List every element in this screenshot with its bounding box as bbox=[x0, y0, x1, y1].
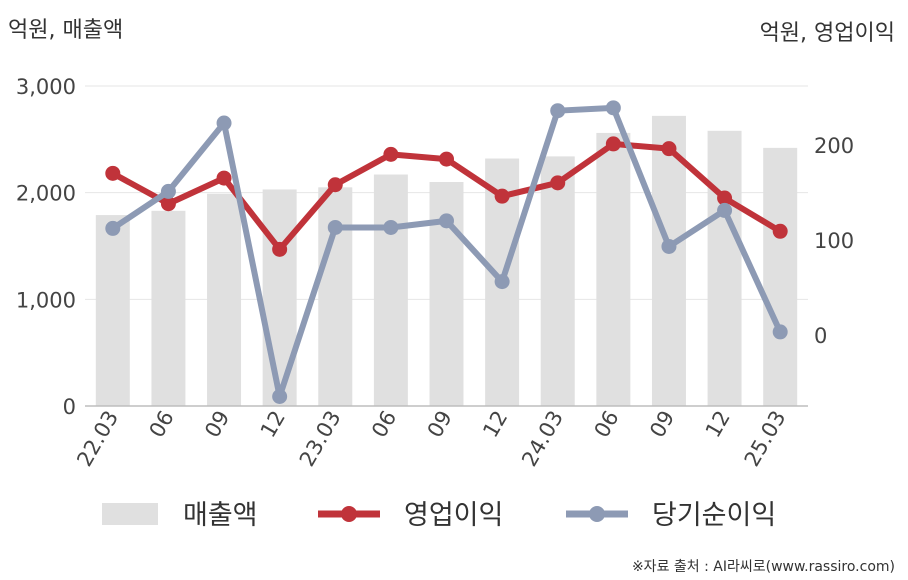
net-income-point bbox=[327, 219, 343, 235]
operating-profit-point bbox=[494, 188, 510, 204]
operating-profit-point bbox=[717, 190, 733, 206]
left-axis-unit-label: 억원, 매출액 bbox=[8, 18, 123, 43]
operating-profit-point bbox=[216, 170, 232, 186]
legend-label-net-income: 당기순이익 bbox=[652, 500, 776, 531]
operating-profit-point bbox=[661, 141, 677, 157]
left-tick-label: 1,000 bbox=[16, 288, 76, 312]
x-tick-label: 25.03 bbox=[740, 407, 791, 471]
right-tick-label: 100 bbox=[814, 229, 854, 253]
left-tick-label: 0 bbox=[63, 395, 76, 419]
net-income-point bbox=[216, 115, 232, 131]
revenue-bar bbox=[373, 174, 408, 406]
x-tick-label: 22.03 bbox=[72, 407, 123, 471]
x-tick-label: 24.03 bbox=[517, 407, 568, 471]
revenue-bar bbox=[540, 156, 575, 406]
net-income-point bbox=[494, 274, 510, 290]
source-credit: ※자료 출처 : AI라씨로(www.rassiro.com) bbox=[632, 559, 895, 575]
legend-swatch-operating-profit-marker bbox=[341, 506, 357, 522]
net-income-point bbox=[160, 183, 176, 199]
x-tick-label: 06 bbox=[367, 407, 401, 442]
left-tick-label: 2,000 bbox=[16, 182, 76, 206]
x-tick-label: 06 bbox=[145, 407, 179, 442]
revenue-bars bbox=[95, 115, 798, 407]
net-income-point bbox=[605, 100, 621, 116]
x-tick-label: 12 bbox=[256, 407, 290, 442]
legend-swatch-revenue bbox=[102, 503, 158, 525]
operating-profit-point bbox=[383, 146, 399, 162]
right-tick-label: 200 bbox=[814, 134, 854, 158]
net-income-point bbox=[383, 219, 399, 235]
operating-profit-point bbox=[550, 175, 566, 191]
net-income-point bbox=[661, 238, 677, 254]
operating-profit-point bbox=[439, 151, 454, 167]
right-axis-unit-label: 억원, 영업이익 bbox=[760, 21, 895, 46]
net-income-point bbox=[717, 202, 733, 218]
operating-profit-point bbox=[605, 136, 621, 152]
left-axis-ticks: 0 1,000 2,000 3,000 bbox=[16, 75, 76, 419]
revenue-bar bbox=[151, 210, 186, 406]
line-series bbox=[105, 100, 788, 405]
x-axis-ticks: 22.03 06 09 12 23.03 06 09 12 24.03 06 09 12 25.03 bbox=[72, 406, 790, 470]
right-axis-ticks: 0 100 200 bbox=[814, 134, 854, 348]
legend-label-revenue: 매출액 bbox=[183, 500, 258, 531]
net-income-point bbox=[105, 220, 121, 236]
x-tick-label: 09 bbox=[645, 407, 679, 442]
revenue-bar bbox=[763, 147, 798, 406]
net-income-point bbox=[439, 213, 454, 229]
x-tick-label: 09 bbox=[200, 407, 234, 442]
revenue-bar bbox=[596, 132, 631, 406]
net-income-point bbox=[772, 324, 788, 340]
revenue-bar bbox=[95, 215, 130, 406]
legend-label-operating-profit: 영업이익 bbox=[404, 500, 503, 531]
right-tick-label: 0 bbox=[814, 324, 827, 348]
left-tick-label: 3,000 bbox=[16, 75, 76, 99]
net-income-point bbox=[272, 389, 288, 405]
operating-profit-point bbox=[160, 196, 176, 212]
net-income-point bbox=[550, 103, 566, 119]
legend: 매출액 영업이익 당기순이익 bbox=[102, 500, 776, 531]
x-tick-label: 23.03 bbox=[295, 407, 346, 471]
revenue-bar bbox=[707, 130, 742, 407]
operating-profit-point bbox=[272, 241, 288, 257]
operating-profit-point bbox=[772, 223, 788, 239]
x-tick-label: 06 bbox=[590, 407, 624, 442]
revenue-bar bbox=[207, 193, 242, 406]
operating-profit-point bbox=[327, 177, 343, 193]
x-tick-label: 12 bbox=[478, 406, 512, 441]
operating-profit-point bbox=[105, 165, 121, 181]
x-tick-label: 09 bbox=[423, 407, 457, 442]
revenue-bar bbox=[262, 189, 297, 406]
revenue-bar bbox=[651, 115, 686, 406]
x-tick-label: 12 bbox=[701, 407, 735, 442]
legend-swatch-net-income-marker bbox=[589, 506, 605, 522]
